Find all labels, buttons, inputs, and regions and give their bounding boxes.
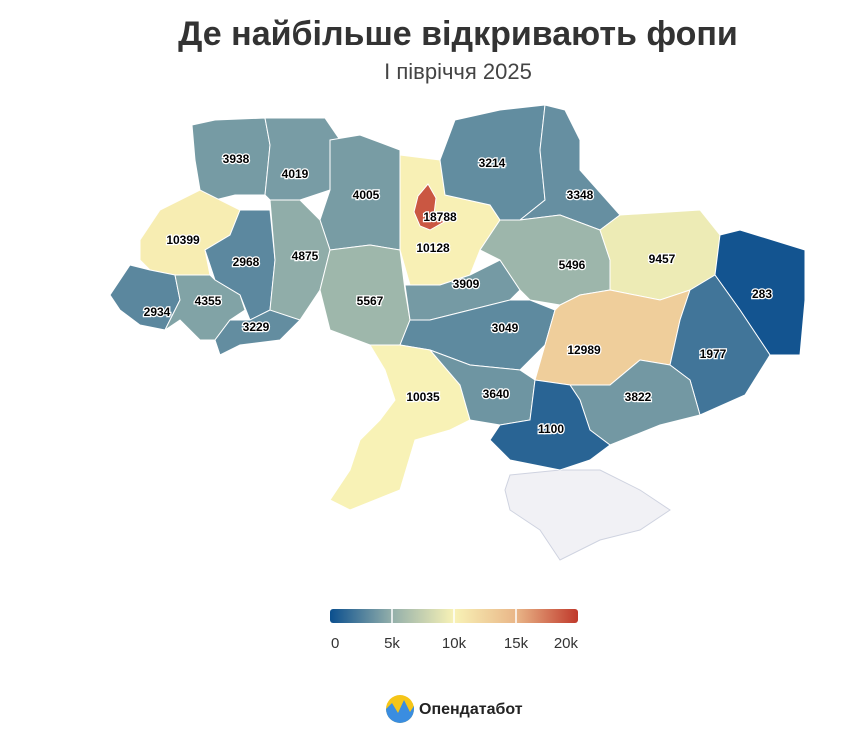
region: [191, 117, 271, 201]
value-label: 2934: [144, 305, 171, 319]
crimea: [504, 469, 671, 561]
legend-tick-label: 10k: [442, 635, 467, 652]
value-label: 10128: [416, 241, 450, 255]
region: [413, 183, 445, 231]
value-label: 3640: [483, 387, 510, 401]
region: [269, 199, 331, 321]
title: Де найбільше відкривають фопи: [178, 15, 738, 53]
logo-wave: [386, 700, 414, 723]
labels: 3938 4019 4005 10128 18788 3214 3348 10399 2968 4…: [142, 151, 773, 438]
value-label: 4019: [282, 167, 309, 181]
value-label: 2968: [233, 255, 260, 269]
legend-tick-label: 0: [331, 635, 339, 652]
value-label: 4355: [195, 294, 222, 308]
value-label: 3049: [492, 321, 519, 335]
legend-tick-label: 5k: [384, 635, 400, 652]
legend-tick-label: 20k: [554, 635, 579, 652]
value-label: 3214: [479, 156, 506, 170]
legend-tick-label: 15k: [504, 635, 529, 652]
logo: Опендатабот: [386, 695, 523, 723]
value-label: 3348: [567, 188, 594, 202]
value-label: 10035: [406, 390, 440, 404]
value-label: 9457: [649, 252, 676, 266]
value-label: 1100: [538, 422, 564, 436]
brand: Опендатабот: [419, 701, 523, 718]
value-label: 3938: [223, 152, 250, 166]
region: [669, 274, 771, 416]
value-label: 3229: [243, 320, 270, 334]
subtitle: I півріччя 2025: [384, 59, 532, 84]
region: [214, 309, 301, 356]
value-label: 12989: [567, 343, 601, 357]
value-label: 3909: [453, 277, 480, 291]
legend: 0 5k 10k 15k 20k: [331, 609, 578, 652]
value-label: 4875: [292, 249, 319, 263]
value-label: 1977: [700, 347, 727, 361]
value-label: 5496: [559, 258, 586, 272]
value-label: 5567: [357, 294, 384, 308]
value-label: 10399: [166, 233, 200, 247]
region: [264, 117, 341, 201]
region: [489, 379, 611, 471]
value-label: 4005: [353, 188, 380, 202]
value-label: 18788: [423, 210, 457, 224]
regions: [109, 104, 806, 561]
value-label: 3822: [625, 390, 652, 404]
value-label: 283: [752, 287, 772, 301]
